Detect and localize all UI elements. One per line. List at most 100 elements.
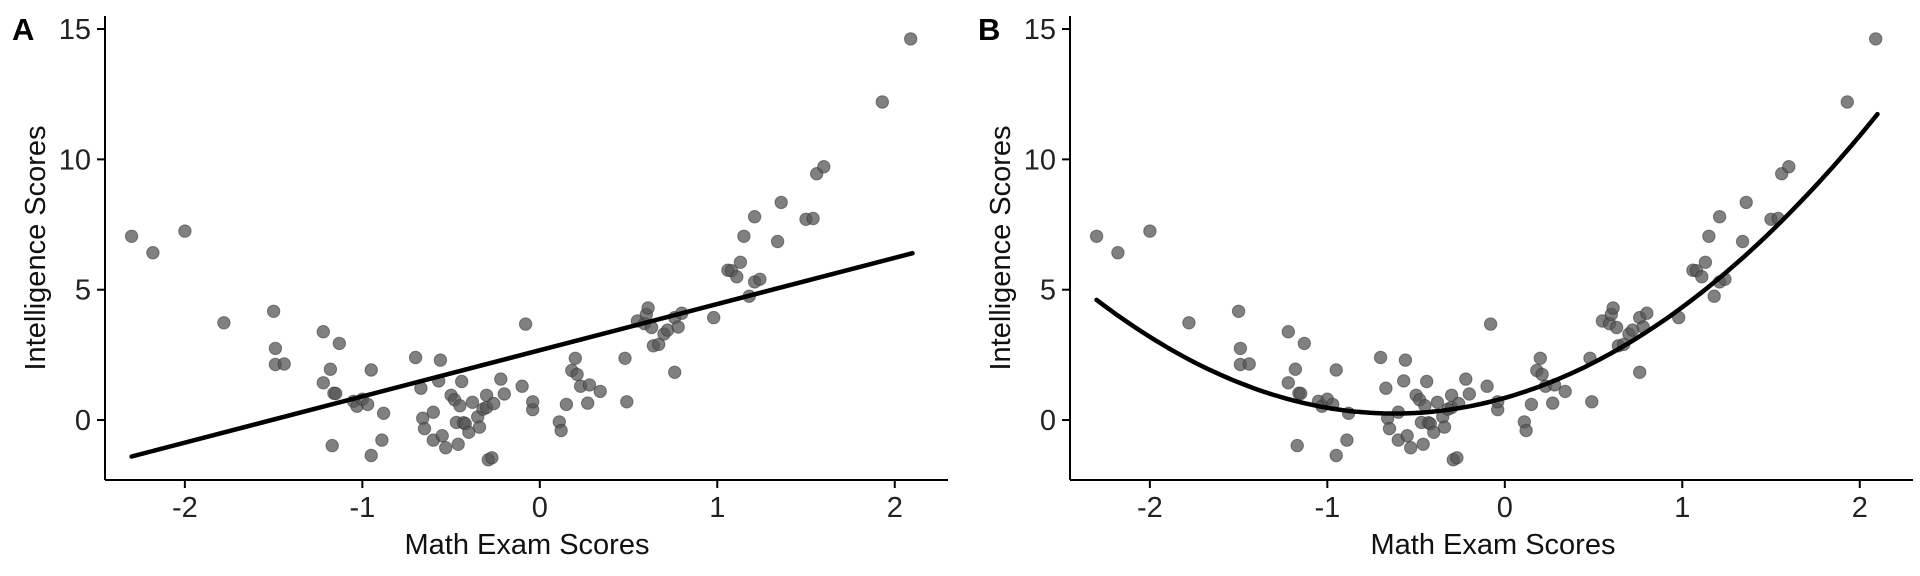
panel-a-y-tick-label: 5 [75, 275, 91, 307]
panel-b-data-point [1416, 437, 1430, 451]
panel-a-data-point [753, 272, 767, 286]
panel-a-data-point [455, 374, 469, 389]
panel-b-data-point [1735, 234, 1750, 249]
panel-a-data-point [559, 397, 574, 412]
panel-b-data-point [1340, 433, 1354, 447]
panel-a-x-tick-label: -1 [349, 492, 375, 524]
panel-a-data-point [178, 224, 192, 238]
panel-b-data-point [1297, 336, 1312, 351]
panel-a-data-point [487, 396, 501, 411]
panel-b-data-point [1379, 381, 1393, 395]
panel-a-data-point [451, 437, 465, 451]
panel-b-x-tick-label: 0 [1497, 492, 1513, 524]
panel-a-data-point [316, 376, 330, 390]
panel-b-data-point [1242, 357, 1256, 371]
panel-a-data-point [217, 316, 231, 330]
panel-a-label: A [12, 12, 34, 47]
panel-a-data-point [904, 32, 918, 46]
panel-b-data-point [1288, 362, 1303, 376]
panel-b-data-point [1182, 316, 1196, 330]
panel-b-data-point [1382, 421, 1397, 436]
panel-a-data-point [581, 396, 595, 410]
panel-a-data-point [332, 336, 346, 351]
panel-b-y-tick-label: 0 [1040, 405, 1056, 437]
panel-b-y-tick-label: 5 [1040, 275, 1056, 307]
panel-a-data-point [417, 421, 432, 436]
panel-a-points [124, 32, 918, 467]
panel-a-data-point [124, 229, 139, 244]
panel-a-y-tick-label: 10 [59, 144, 91, 176]
panel-b-data-point [1329, 448, 1343, 463]
panel-b-data-point [1404, 441, 1418, 455]
panel-a-y-axis-title: Intelligence Scores [20, 125, 52, 370]
panel-b-data-point [1437, 420, 1452, 434]
panel-b-data-point [1450, 451, 1464, 465]
panel-b-fit [1094, 111, 1880, 416]
panel-b-data-point [1089, 229, 1104, 244]
panel-a-x-tick-label: 1 [709, 492, 725, 524]
panel-b-x-axis-title: Math Exam Scores [1371, 529, 1616, 561]
panel-a-x-axis-title: Math Exam Scores [405, 529, 650, 561]
panel-b-data-point [1430, 395, 1445, 409]
panel-a-data-point [817, 160, 831, 174]
panel-a-data-point [375, 433, 389, 447]
panel-b-y-ticks: 0 5 10 15 [1024, 14, 1070, 437]
panel-b-y-tick-label: 15 [1024, 14, 1056, 46]
panel-a: A Intelligence Scores Math Exam Scores -… [12, 12, 948, 561]
panel-a-data-point [472, 420, 487, 434]
panel-b-data-point [1633, 365, 1647, 379]
panel-a-x-tick-label: -2 [172, 492, 198, 524]
panel-a-data-point [515, 379, 529, 393]
panel-b-data-point [1281, 376, 1296, 390]
panel-a-data-point [652, 337, 666, 352]
panel-a-fit-line [129, 250, 915, 459]
panel-a-data-point [568, 351, 582, 365]
panel-b-data-point [1707, 289, 1721, 303]
panel-b-data-point [1111, 246, 1125, 260]
panel-b-x-tick-label: -1 [1314, 492, 1340, 524]
panel-a-data-point [329, 386, 343, 401]
panel-a-fit [129, 250, 915, 459]
panel-a-data-point [325, 438, 339, 453]
panel-a-data-point [364, 363, 378, 377]
panel-b-data-point [1535, 367, 1549, 382]
panel-b-data-point [1397, 374, 1411, 388]
panel-b-data-point [1739, 195, 1753, 210]
panel-b-x-ticks: -2 -1 0 1 2 [1137, 480, 1868, 524]
panel-a-y-tick-label: 15 [59, 14, 91, 46]
panel-b-y-tick-label: 10 [1024, 144, 1056, 176]
panel-a-data-point [433, 353, 448, 367]
panel-a-data-point [593, 384, 607, 399]
panel-a-data-point [641, 301, 655, 315]
panel-a-data-point [730, 270, 744, 284]
panel-a-data-point [497, 387, 511, 401]
panel-b-data-point [1329, 363, 1343, 377]
panel-a-data-point [485, 451, 499, 465]
panel-b-data-point [1281, 325, 1296, 339]
panel-b-data-point [1420, 374, 1434, 389]
panel-b-data-point [1606, 301, 1620, 315]
panel-a-data-point [439, 441, 453, 455]
panel-a-data-point [554, 423, 568, 438]
panel-b-data-point [1294, 386, 1308, 401]
panel-b-data-point [1480, 379, 1494, 393]
panel-b-data-point [1546, 396, 1560, 410]
panel-b-data-point [1585, 395, 1599, 409]
panel-a-data-point [361, 397, 375, 412]
panel-a-data-point [453, 399, 467, 413]
panel-b-data-point [1398, 353, 1413, 367]
panel-a-data-point [671, 320, 685, 334]
panel-a-data-point [465, 395, 480, 409]
panel-b-fit-curve [1094, 111, 1880, 416]
panel-b-data-point [1231, 304, 1246, 318]
panel-a-data-point [266, 304, 281, 318]
panel-b-data-point [1695, 270, 1709, 284]
panel-b-data-point [1290, 438, 1304, 453]
panel-a-data-point [618, 351, 632, 365]
panel-b-label: B [978, 12, 1000, 47]
panel-a-data-point [268, 341, 283, 356]
panel-b-data-point [1233, 341, 1248, 356]
panel-b-x-tick-label: 2 [1852, 492, 1868, 524]
panel-a-data-point [737, 229, 751, 244]
